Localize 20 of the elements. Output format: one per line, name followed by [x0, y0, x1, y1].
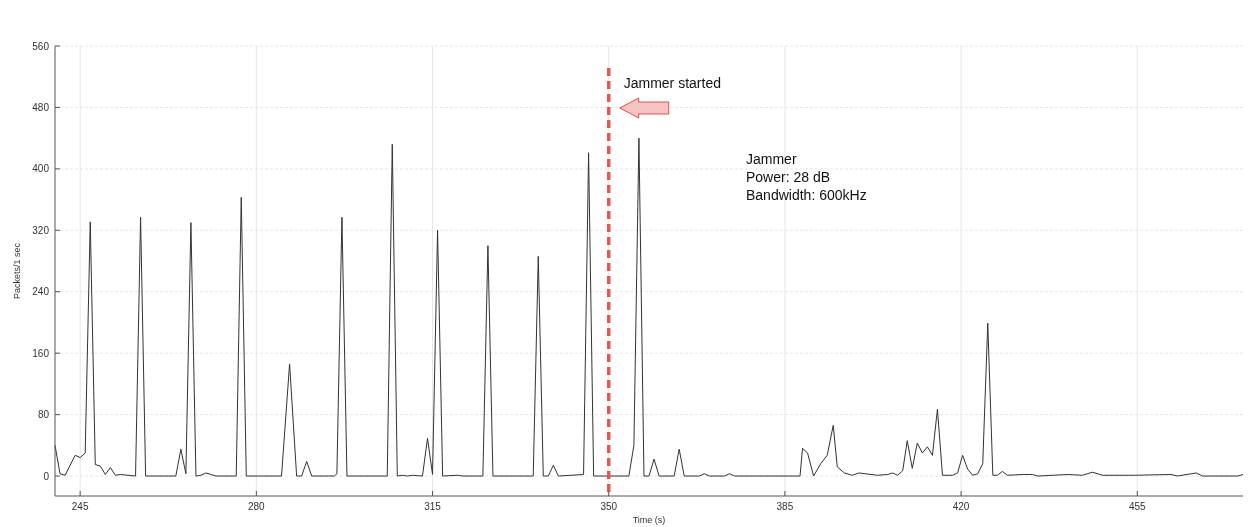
y-axis-title: Packets/1 sec — [12, 242, 22, 300]
annotation: Jammer Power: 28 dB Bandwidth: 600kHz — [746, 151, 867, 203]
y-tick-label: 160 — [32, 347, 50, 359]
x-tick-label: 455 — [1128, 501, 1147, 512]
x-tick-label: 350 — [600, 501, 618, 512]
ref-line-label: Jammer started — [623, 75, 721, 91]
y-tick-label: 320 — [32, 224, 50, 236]
x-tick-label: 420 — [952, 501, 970, 512]
y-tick-label: 480 — [32, 101, 50, 113]
x-tick-label: 280 — [248, 501, 266, 512]
y-tick-label: 560 — [32, 40, 50, 52]
x-tick-label: 385 — [776, 501, 794, 512]
y-tick-label: 400 — [32, 163, 50, 175]
x-axis-title: Time (s) — [632, 515, 666, 525]
y-tick-label: 80 — [37, 409, 50, 421]
x-tick-label: 245 — [71, 501, 89, 512]
line-series — [54, 137, 1244, 477]
y-tick-label: 0 — [43, 470, 50, 482]
y-tick-label: 240 — [32, 286, 50, 298]
x-tick-label: 315 — [424, 501, 442, 512]
